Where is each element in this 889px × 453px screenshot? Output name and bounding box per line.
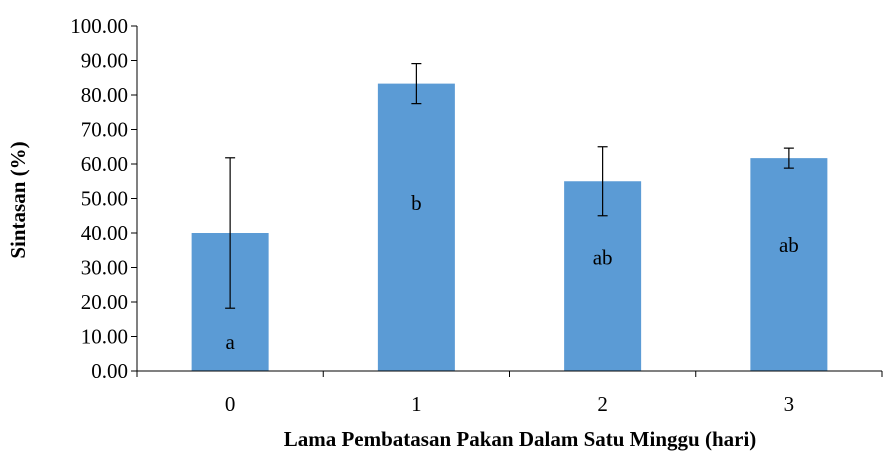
- y-tick-label: 20.00: [81, 290, 128, 314]
- y-tick-label: 10.00: [81, 325, 128, 349]
- error-bar-3: [783, 147, 794, 169]
- significance-label-1: b: [411, 191, 422, 215]
- error-bar-0: [225, 157, 236, 309]
- y-axis-title: Sintasan (%): [6, 141, 30, 258]
- x-tick-label: 3: [784, 392, 795, 416]
- y-tick-label: 100.00: [70, 14, 128, 38]
- y-tick-label: 0.00: [91, 359, 128, 383]
- bar-3: [750, 158, 828, 371]
- error-bar-2: [597, 146, 608, 217]
- y-axis-ticks: 0.00 10.00 20.00 30.00 40.00 50.00 60.00 70.00 8…: [70, 14, 137, 383]
- y-tick-label: 90.00: [81, 49, 128, 73]
- significance-label-2: ab: [593, 246, 613, 270]
- bars: [191, 83, 828, 372]
- y-tick-label: 70.00: [81, 118, 128, 142]
- x-axis-ticks: 0 1 2 3: [136, 371, 883, 416]
- y-tick-label: 60.00: [81, 152, 128, 176]
- y-tick-label: 50.00: [81, 187, 128, 211]
- x-tick-label: 0: [225, 392, 236, 416]
- y-tick-label: 30.00: [81, 256, 128, 280]
- x-tick-label: 1: [411, 392, 422, 416]
- bar-1: [377, 83, 455, 372]
- y-tick-label: 40.00: [81, 221, 128, 245]
- x-axis-title: Lama Pembatasan Pakan Dalam Satu Minggu …: [284, 427, 757, 451]
- error-bars: [225, 63, 794, 309]
- error-bar-1: [411, 63, 422, 105]
- x-tick-label: 2: [597, 392, 608, 416]
- significance-label-0: a: [225, 330, 235, 354]
- significance-label-3: ab: [779, 233, 799, 257]
- y-tick-label: 80.00: [81, 83, 128, 107]
